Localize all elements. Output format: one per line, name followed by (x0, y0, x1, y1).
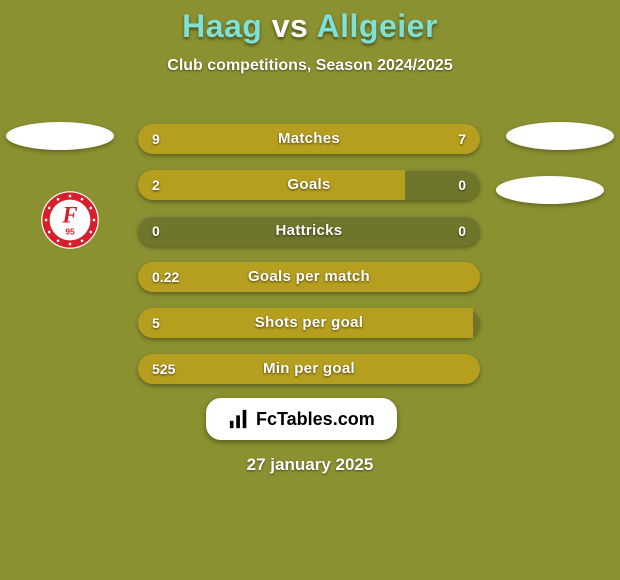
date-label: 27 january 2025 (0, 455, 620, 475)
stat-value-left: 2 (152, 170, 160, 200)
stat-row: Goals2 0 (138, 170, 480, 200)
svg-text:95: 95 (65, 226, 75, 236)
stat-row: Goals per match0.22 (138, 262, 480, 292)
title-vs: vs (272, 8, 309, 44)
stat-value-left: 0 (152, 216, 160, 246)
stat-value-right: 0 (458, 216, 466, 246)
stat-label: Goals per match (138, 262, 480, 292)
title-player1: Haag (182, 8, 262, 44)
comparison-infographic: Haag vs Allgeier Club competitions, Seas… (0, 0, 620, 580)
bar-chart-icon (228, 408, 250, 430)
subtitle: Club competitions, Season 2024/2025 (0, 57, 620, 75)
stat-label: Matches (138, 124, 480, 154)
stat-value-left: 5 (152, 308, 160, 338)
stat-value-left: 525 (152, 354, 175, 384)
stat-row: Min per goal525 (138, 354, 480, 384)
source-logo: FcTables.com (206, 398, 397, 440)
stat-row: Shots per goal5 (138, 308, 480, 338)
club-crest-icon: F95 (40, 190, 100, 250)
decorative-ellipse (506, 122, 614, 150)
stat-label: Min per goal (138, 354, 480, 384)
stat-label: Shots per goal (138, 308, 480, 338)
title-player2: Allgeier (317, 8, 438, 44)
stat-label: Goals (138, 170, 480, 200)
decorative-ellipse (496, 176, 604, 204)
stat-label: Hattricks (138, 216, 480, 246)
stat-value-left: 9 (152, 124, 160, 154)
source-logo-text: FcTables.com (256, 409, 375, 430)
stat-row: Matches9 7 (138, 124, 480, 154)
stat-bars: Matches97Goals20Hattricks00Goals per mat… (138, 124, 480, 400)
svg-text:F: F (61, 202, 77, 227)
title: Haag vs Allgeier (0, 0, 620, 45)
stat-value-left: 0.22 (152, 262, 179, 292)
stat-value-right: 7 (458, 124, 466, 154)
stat-value-right: 0 (458, 170, 466, 200)
decorative-ellipse (6, 122, 114, 150)
stat-row: Hattricks0 0 (138, 216, 480, 246)
